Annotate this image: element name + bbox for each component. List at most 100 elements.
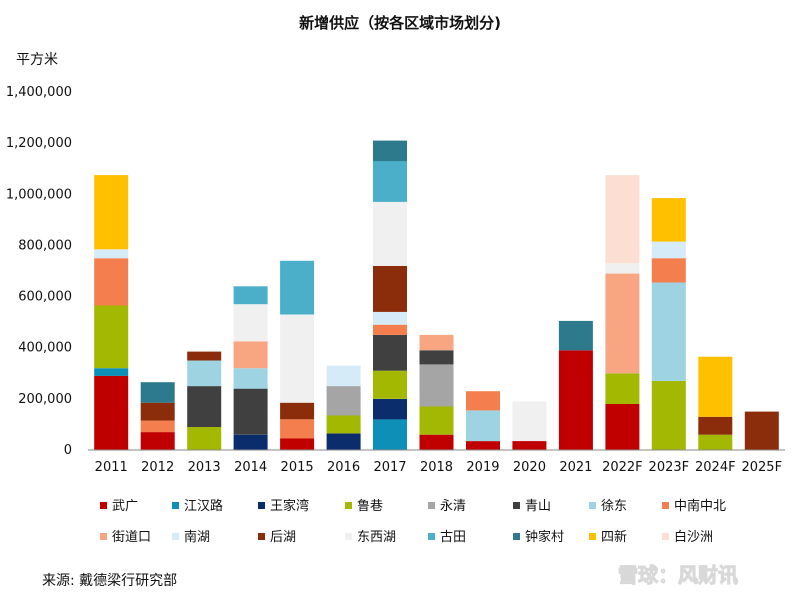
bar-segment [373,419,407,450]
bar-segment [94,249,129,259]
x-tick-label: 2011 [95,460,128,475]
x-tick-label: 2016 [327,460,360,475]
chart-title: 新增供应（按各区域市场划分) [299,14,501,32]
x-tick-label: 2024F [695,460,736,475]
legend-swatch [345,533,352,540]
bar-segment [512,401,547,441]
bar-segment [373,324,407,335]
bar-segment [419,364,454,407]
bar-segment [187,360,222,387]
bar-segment [373,202,407,266]
legend-item: 永清 [440,499,466,514]
bar-segment [326,433,361,450]
y-tick-label: 1,200,000 [6,136,72,151]
bar-segment [94,305,129,369]
bar-segment [140,382,175,403]
bar-segment [512,441,547,450]
bar-segment [233,434,268,450]
legend-item: 鲁巷 [357,499,383,514]
legend-item: 中南中北 [674,498,726,514]
bar-segment [605,273,640,374]
bar-segment [280,402,315,420]
legend-swatch [513,502,520,509]
bar-segment [373,311,407,325]
bar-segment [558,350,593,450]
bar-segment [187,386,222,427]
legend-swatch [589,533,596,540]
bar-segment [698,434,733,450]
y-tick-label: 200,000 [18,392,72,407]
x-tick-label: 2021 [559,460,592,475]
legend-swatch [172,533,179,540]
bar-segment [605,373,640,404]
bar-segment [698,356,733,417]
y-tick-label: 1,400,000 [6,85,72,100]
legend-item: 南湖 [184,529,210,545]
bar-segment [280,314,315,403]
x-tick-label: 2012 [141,460,174,475]
y-tick-label: 400,000 [18,341,72,356]
legend-swatch [513,533,520,540]
x-tick-label: 2023F [649,460,690,475]
legend-item: 古田 [440,530,466,545]
y-tick-label: 0 [64,443,72,458]
legend-swatch [100,502,107,509]
x-tick-label: 2025F [741,460,782,475]
x-tick-label: 2014 [234,460,267,475]
bar-segment [326,415,361,434]
bar-segment [373,161,407,202]
bar-segment [558,320,593,351]
x-axis-ticks: 2011 2012 2013 2014 2015 2016 2017 2018 2019 2020… [95,460,782,475]
bar-segment [419,350,454,365]
legend-swatch [258,533,265,540]
bar-segment [233,286,268,305]
bar-segment [605,404,640,450]
legend-item: 江汉路 [184,498,223,514]
bar-segment [651,198,686,242]
bar-segment [373,140,407,162]
bars [94,140,779,450]
bar-segment [94,375,129,450]
bar-segment [419,334,454,351]
bar-segment [651,282,686,381]
bar-segment [419,434,454,450]
bar-segment [651,241,686,259]
legend-swatch [662,533,669,540]
legend-item: 青山 [525,499,551,514]
bar-segment [373,334,407,371]
bar-segment [233,368,268,389]
y-tick-label: 800,000 [18,238,72,253]
bar-segment [466,391,500,411]
bar-segment [698,416,733,435]
y-tick-label: 1,000,000 [6,187,72,202]
legend-item: 钟家村 [525,529,564,545]
legend-item: 后湖 [270,530,296,545]
bar-segment [605,175,640,264]
bar-segment [466,441,500,450]
bar-segment [280,419,315,439]
legend-item: 街道口 [112,530,151,545]
bar-segment [94,368,129,376]
x-tick-label: 2015 [281,460,314,475]
legend-item: 徐东 [601,499,627,514]
bar-segment [280,260,315,315]
legend-item: 四新 [601,529,627,545]
y-axis-ticks: 0 200,000 400,000 600,000 800,000 1,000,000 1,… [6,85,72,458]
bar-segment [140,402,175,421]
bar-segment [373,370,407,399]
x-tick-label: 2022F [602,460,643,475]
bar-segment [280,438,315,450]
bar-segment [419,406,454,435]
bar-segment [744,411,779,450]
bar-segment [187,427,222,450]
legend-swatch [428,533,435,540]
source-label: 来源: 戴德梁行研究部 [42,573,177,589]
x-tick-label: 2019 [466,460,499,475]
legend-swatch [345,502,352,509]
bar-segment [140,432,175,450]
bar-segment [94,258,129,306]
bar-segment [233,388,268,435]
bar-segment [187,351,222,361]
